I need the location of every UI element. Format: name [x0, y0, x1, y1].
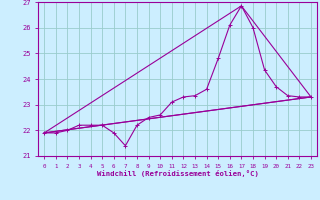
X-axis label: Windchill (Refroidissement éolien,°C): Windchill (Refroidissement éolien,°C) [97, 170, 259, 177]
